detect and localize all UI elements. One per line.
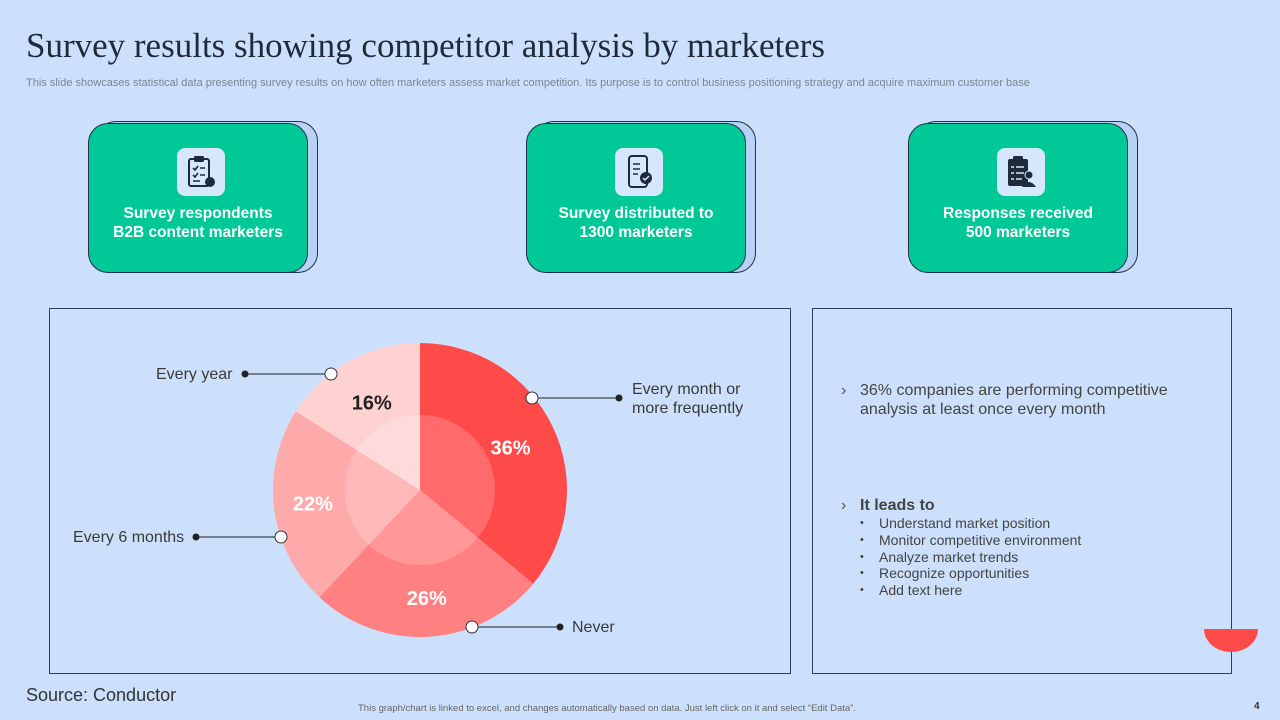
pie-slice — [295, 343, 420, 490]
list-item: Recognize opportunities — [860, 565, 1081, 582]
chevron-right-icon: › — [841, 497, 847, 514]
leader-end-dot — [556, 623, 564, 631]
pie-slice — [319, 490, 534, 638]
insights-panel — [812, 308, 1232, 674]
page-title: Survey results showing competitor analys… — [26, 26, 826, 65]
legend-label-every-month: Every month or more frequently — [632, 381, 744, 417]
pie-slice-inner — [420, 414, 496, 538]
pie-value-label: 26% — [407, 588, 447, 610]
card-label-line2: 1300 marketers — [579, 224, 693, 241]
page-number: 4 — [1254, 701, 1260, 712]
mobile-survey-icon — [615, 148, 663, 196]
stat-card-respondents: Survey respondents B2B content marketers — [88, 121, 318, 273]
chart-panel — [49, 308, 791, 674]
survey-response-icon — [997, 148, 1045, 196]
pie-value-label: 36% — [490, 437, 530, 459]
leader-end-dot — [241, 370, 249, 378]
pie-slice-inner — [356, 415, 420, 490]
list-item: Analyze market trends — [860, 549, 1081, 566]
stat-card-responses: Responses received 500 marketers — [908, 121, 1138, 273]
leader-end-dot — [615, 394, 623, 402]
leads-to-list: Understand market position Monitor compe… — [860, 515, 1081, 599]
checklist-icon — [177, 148, 225, 196]
leader-start-marker — [324, 367, 338, 381]
legend-label-every-6-months: Every 6 months — [73, 529, 185, 546]
leader-start-marker — [274, 530, 288, 544]
list-item: Understand market position — [860, 515, 1081, 532]
leads-to-heading: › It leads to — [841, 497, 935, 514]
decorative-semicircle — [1204, 629, 1258, 652]
pie-slice-inner — [368, 490, 478, 565]
card-label-line1: Survey respondents — [123, 205, 273, 222]
card-label-line1: Responses received — [943, 205, 1093, 222]
page-subtitle: This slide showcases statistical data pr… — [26, 77, 1030, 89]
chevron-right-icon: › — [841, 382, 847, 399]
pie-slice — [273, 411, 420, 598]
stat-card-distributed: Survey distributed to 1300 marketers — [526, 121, 756, 273]
card-label-line2: 500 marketers — [965, 224, 1071, 241]
leader-end-dot — [192, 533, 200, 541]
pie-value-label: 22% — [293, 494, 333, 516]
pie-slice-inner — [345, 449, 420, 545]
card-label-line2: B2B content marketers — [113, 224, 283, 241]
leader-start-marker — [465, 620, 479, 634]
footnote: This graph/chart is linked to excel, and… — [358, 703, 856, 714]
card-label-line1: Survey distributed to — [558, 205, 714, 222]
insight-main-point: › 36% companies are performing competiti… — [841, 382, 1168, 418]
legend-label-every-year: Every year — [156, 366, 233, 383]
source-text: Source: Conductor — [26, 685, 177, 705]
pie-value-label: 16% — [352, 392, 392, 414]
legend-label-never: Never — [572, 619, 615, 636]
list-item: Add text here — [860, 582, 1081, 599]
list-item: Monitor competitive environment — [860, 532, 1081, 549]
leader-start-marker — [525, 391, 539, 405]
